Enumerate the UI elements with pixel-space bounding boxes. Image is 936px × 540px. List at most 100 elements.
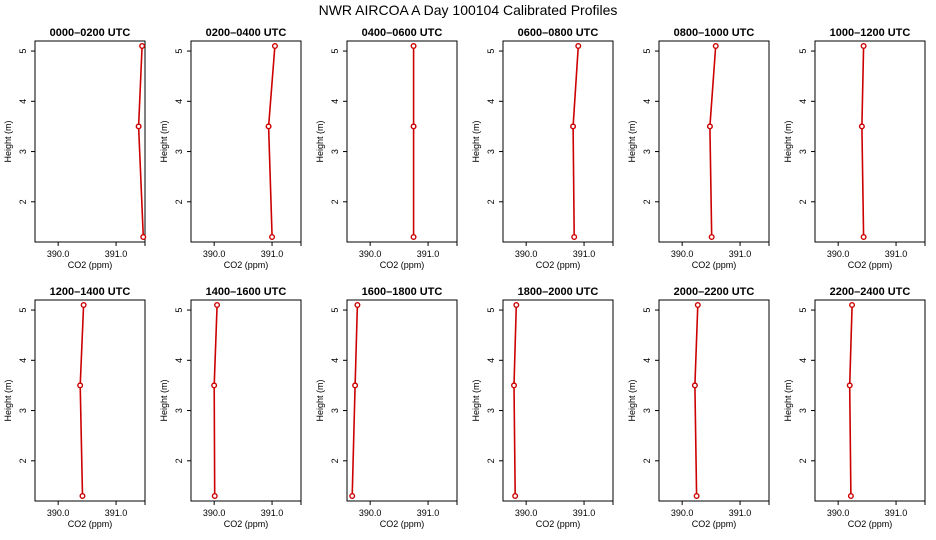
x-axis-label: CO2 (ppm) [536, 519, 581, 529]
y-tick-label: 2 [18, 199, 28, 204]
profile-point [571, 233, 578, 240]
y-tick-label: 4 [798, 99, 808, 104]
y-tick-label: 5 [174, 49, 184, 54]
plot-frame [814, 299, 926, 502]
x-tick-label: 390.0 [359, 508, 382, 518]
profile-point [352, 382, 359, 389]
profile-line [861, 45, 865, 238]
profile-point [512, 492, 519, 499]
profile-point [712, 43, 719, 50]
profile-point [77, 382, 84, 389]
x-tick-label: 391.0 [885, 249, 908, 259]
panel-title: 1200–1400 UTC [50, 286, 131, 298]
profile-point [139, 43, 146, 50]
y-tick-label: 4 [330, 99, 340, 104]
y-tick-label: 2 [174, 458, 184, 463]
x-tick-label: 390.0 [671, 508, 694, 518]
plot-frame [346, 299, 458, 502]
profile-line [572, 45, 580, 238]
y-tick-label: 2 [330, 458, 340, 463]
y-axis-label: Height (m) [471, 120, 481, 162]
x-axis-label: CO2 (ppm) [68, 519, 113, 529]
x-tick-label: 390.0 [515, 508, 538, 518]
y-axis-label: Height (m) [783, 379, 793, 421]
plot-frame [34, 40, 146, 243]
y-tick-label: 5 [330, 308, 340, 313]
profile-point [410, 233, 417, 240]
panel-title: 1400–1600 UTC [206, 286, 287, 298]
profile-point [847, 492, 854, 499]
y-tick-label: 3 [798, 408, 808, 413]
x-axis-label: CO2 (ppm) [380, 260, 425, 270]
profile-point [691, 382, 698, 389]
y-tick-label: 4 [174, 358, 184, 363]
plot-frame [814, 40, 926, 243]
y-tick-label: 5 [18, 49, 28, 54]
profile-point [269, 233, 276, 240]
y-tick-label: 3 [330, 408, 340, 413]
panel-title: 2000–2200 UTC [674, 286, 755, 298]
y-tick-label: 3 [486, 408, 496, 413]
y-tick-label: 4 [486, 99, 496, 104]
x-axis-label: CO2 (ppm) [224, 519, 269, 529]
profile-point [211, 492, 218, 499]
profile-point [575, 43, 582, 50]
y-tick-label: 5 [642, 49, 652, 54]
profile-point [570, 123, 577, 130]
profile-point [410, 123, 417, 130]
y-axis-label: Height (m) [315, 120, 325, 162]
x-axis-label: CO2 (ppm) [68, 260, 113, 270]
y-tick-label: 3 [18, 149, 28, 154]
x-tick-label: 391.0 [885, 508, 908, 518]
x-tick-label: 390.0 [203, 508, 226, 518]
x-tick-label: 390.0 [827, 249, 850, 259]
panel-title: 2200–2400 UTC [830, 286, 911, 298]
y-tick-label: 5 [642, 308, 652, 313]
y-axis-label: Height (m) [471, 379, 481, 421]
plot-frame [658, 40, 770, 243]
y-tick-label: 5 [330, 49, 340, 54]
y-tick-label: 4 [642, 358, 652, 363]
profile-point [693, 492, 700, 499]
y-axis-label: Height (m) [159, 379, 169, 421]
plot-frame [502, 299, 614, 502]
y-tick-label: 2 [642, 199, 652, 204]
x-tick-label: 391.0 [105, 508, 128, 518]
plot-frame [34, 299, 146, 502]
profile-point [846, 382, 853, 389]
y-tick-label: 3 [642, 149, 652, 154]
y-tick-label: 4 [174, 99, 184, 104]
y-tick-label: 2 [642, 458, 652, 463]
profile-line [513, 304, 518, 497]
y-axis-label: Height (m) [3, 120, 13, 162]
y-tick-label: 4 [330, 358, 340, 363]
y-tick-label: 4 [18, 358, 28, 363]
plot-frame [658, 299, 770, 502]
x-tick-label: 391.0 [417, 249, 440, 259]
x-tick-label: 391.0 [729, 508, 752, 518]
profile-point [860, 233, 867, 240]
y-tick-label: 5 [18, 308, 28, 313]
x-tick-label: 391.0 [261, 508, 284, 518]
profile-line [213, 304, 218, 497]
y-tick-label: 2 [486, 458, 496, 463]
x-axis-label: CO2 (ppm) [224, 260, 269, 270]
profile-point [858, 123, 865, 130]
panel-title: 1800–2000 UTC [518, 286, 599, 298]
x-tick-label: 391.0 [573, 508, 596, 518]
profile-point [79, 492, 86, 499]
y-tick-label: 2 [18, 458, 28, 463]
profile-point [410, 43, 417, 50]
y-tick-label: 2 [174, 199, 184, 204]
profile-line [137, 45, 145, 238]
panel-title: 1000–1200 UTC [830, 27, 911, 39]
y-tick-label: 2 [330, 199, 340, 204]
profile-point [135, 123, 142, 130]
y-tick-label: 5 [798, 308, 808, 313]
y-tick-label: 5 [798, 49, 808, 54]
y-tick-label: 2 [798, 458, 808, 463]
chart-title: NWR AIRCOA A Day 100104 Calibrated Profi… [318, 2, 618, 18]
x-axis-label: CO2 (ppm) [848, 260, 893, 270]
profile-point [271, 43, 278, 50]
x-tick-label: 390.0 [827, 508, 850, 518]
